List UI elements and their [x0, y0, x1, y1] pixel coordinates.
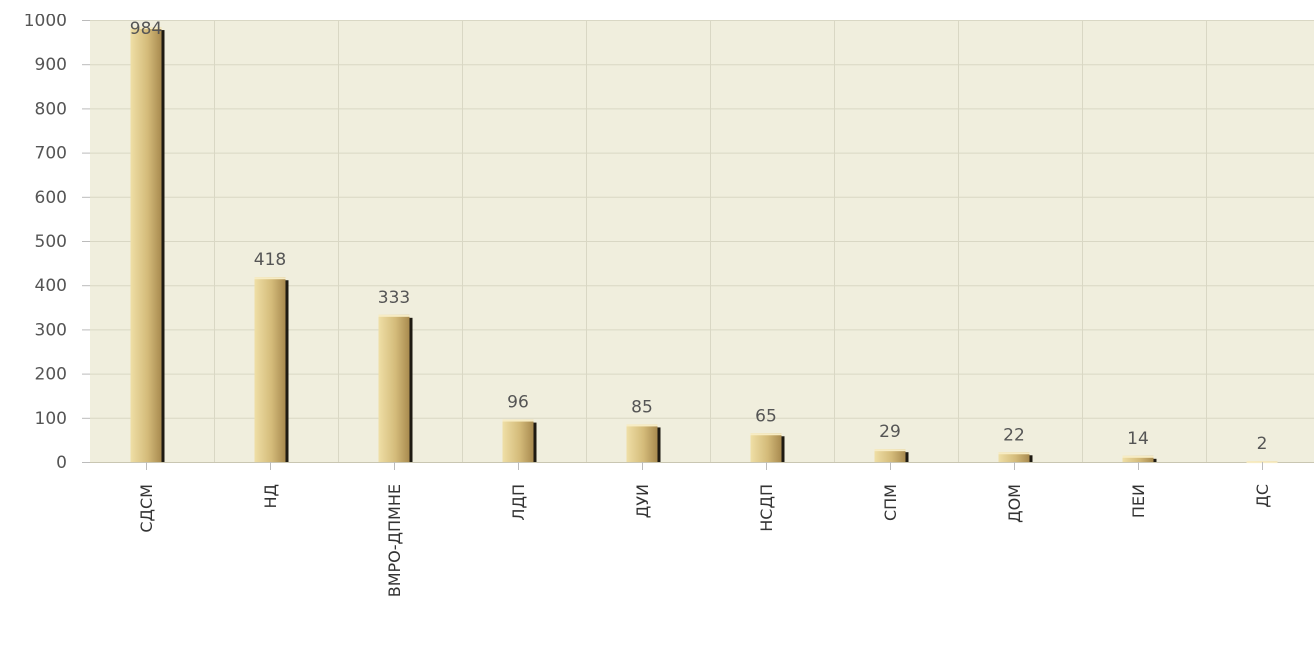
y-tick-label: 1000 — [24, 11, 67, 31]
data-label: 85 — [631, 397, 653, 417]
bar-top-highlight — [254, 277, 286, 280]
bar — [750, 433, 782, 462]
x-tick-label: СПМ — [881, 484, 900, 521]
bar-top-highlight — [874, 449, 906, 452]
x-axis-labels: СДСМ НД ВМРО-ДПМНЕ ЛДП ДУИ НСДП СПМ ДОМ ПЕИ ДС — [137, 462, 1272, 597]
data-label: 65 — [755, 406, 777, 426]
y-axis-ticks: 0 100 200 300 400 500 600 700 800 900 1000 — [24, 11, 90, 473]
bar — [378, 314, 410, 462]
bars: 984 418 333 96 85 65 29 22 14 2 — [130, 19, 1278, 464]
chart-title-strip — [0, 0, 1314, 14]
x-tick-label: НСДП — [757, 484, 776, 532]
y-tick-label: 0 — [56, 453, 67, 473]
x-tick-label: НД — [261, 484, 280, 509]
x-tick-label: ДОМ — [1005, 484, 1024, 523]
y-tick-label: 900 — [35, 55, 67, 75]
y-tick-label: 400 — [35, 276, 67, 296]
bar — [1122, 455, 1154, 462]
data-label: 22 — [1003, 425, 1025, 445]
bar — [502, 419, 534, 462]
y-tick-label: 600 — [35, 188, 67, 208]
bar — [626, 424, 658, 462]
data-label: 2 — [1257, 434, 1268, 454]
bar-top-highlight — [998, 452, 1030, 455]
x-tick-label: ПЕИ — [1129, 484, 1148, 518]
y-tick-label: 700 — [35, 144, 67, 164]
bar — [254, 277, 286, 462]
bar-top-highlight — [502, 419, 534, 422]
x-tick-label: СДСМ — [137, 484, 156, 533]
y-tick-label: 500 — [35, 232, 67, 252]
data-label: 14 — [1127, 429, 1149, 449]
data-label: 29 — [879, 422, 901, 442]
bar-top-highlight — [750, 433, 782, 436]
y-tick-label: 200 — [35, 365, 67, 385]
bar — [998, 452, 1030, 462]
grid-lines — [90, 20, 1314, 463]
bar-top-highlight — [626, 424, 658, 427]
x-tick-label: ВМРО-ДПМНЕ — [385, 484, 404, 597]
bar-top-highlight — [130, 27, 162, 30]
y-tick-label: 100 — [35, 409, 67, 429]
data-label: 333 — [378, 288, 410, 308]
bar — [874, 449, 906, 462]
x-tick-label: ДС — [1253, 484, 1272, 508]
bar — [130, 27, 162, 463]
data-label: 418 — [254, 250, 286, 270]
data-label: 96 — [507, 393, 529, 413]
x-tick-label: ЛДП — [509, 484, 528, 521]
bar-top-highlight — [1122, 455, 1154, 458]
x-tick-label: ДУИ — [633, 484, 652, 518]
y-tick-label: 800 — [35, 99, 67, 119]
y-tick-label: 300 — [35, 320, 67, 340]
data-label: 984 — [130, 19, 162, 39]
bar-top-highlight — [378, 314, 410, 317]
